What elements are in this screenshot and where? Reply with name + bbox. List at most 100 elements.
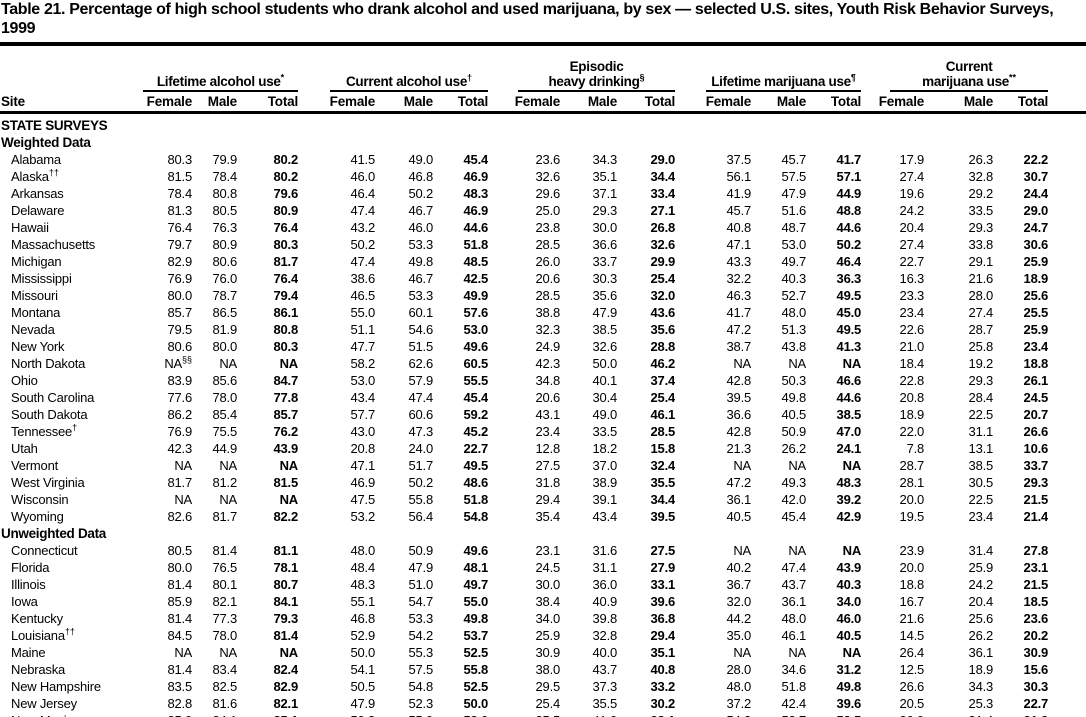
value-cell: 77.3	[212, 610, 237, 626]
value-cell: 85.9	[142, 712, 192, 717]
value-cell: 84.7	[273, 372, 298, 388]
value-cell: 80.8	[273, 321, 298, 337]
value-cell: 80.6	[212, 253, 237, 269]
value-cell: 56.4	[408, 508, 433, 524]
value-cell: 38.6	[350, 270, 375, 286]
value-cell: 76.9	[167, 423, 192, 439]
value-cell: 81.2	[212, 474, 237, 490]
data-table: Lifetime alcohol use* Current alcohol us…	[0, 46, 1086, 717]
value-cell: 85.9	[167, 593, 192, 609]
value-cell: 51.6	[781, 202, 807, 218]
group-header-current-alcohol: Current alcohol use†	[298, 46, 489, 92]
value-cell: 50.0	[592, 355, 618, 371]
value-cell: 32.8	[592, 627, 618, 643]
table-row: Wisconsin NA NA NA 47.5 55.8 51.8 29.4 39.1 34.4 3…	[0, 491, 1086, 508]
value-cell: 48.4	[350, 559, 375, 575]
value-cell: 82.5	[212, 678, 237, 694]
footnote-marker: †	[72, 422, 78, 433]
value-cell: 50.9	[781, 423, 807, 439]
value-cell: 84.5	[167, 627, 192, 643]
value-cell: 23.6	[1023, 610, 1049, 626]
value-cell: 19.2	[968, 355, 994, 371]
value-cell: 45.7	[781, 151, 807, 167]
site-cell: Delaware	[11, 202, 65, 218]
col-header-male: Male	[751, 92, 806, 114]
value-cell: 46.7	[408, 202, 433, 218]
value-cell: 39.1	[592, 491, 618, 507]
value-cell: NA	[733, 542, 752, 558]
value-cell: 13.1	[968, 440, 994, 456]
value-cell: 47.9	[408, 559, 433, 575]
site-cell: New York	[11, 338, 65, 354]
value-cell: 81.6	[212, 695, 237, 711]
site-cell: New Hampshire	[11, 678, 101, 694]
value-cell: 53.5	[806, 712, 862, 717]
value-cell: 49.8	[463, 610, 489, 626]
value-cell: 38.7	[726, 338, 752, 354]
value-cell: 46.4	[350, 185, 375, 201]
value-cell: 42.3	[167, 440, 192, 456]
value-cell: 25.5	[1023, 304, 1049, 320]
table-row: Utah 42.3 44.9 43.9 20.8 24.0 22.7 12.8 18.2 15.8…	[0, 440, 1086, 457]
value-cell: 45.4	[781, 508, 807, 524]
value-cell: 53.0	[433, 712, 489, 717]
value-cell: 76.3	[212, 219, 237, 235]
value-cell: 49.0	[408, 151, 433, 167]
value-cell: 15.6	[1023, 661, 1049, 677]
value-cell: 54.6	[408, 321, 433, 337]
value-cell: 81.5	[167, 168, 192, 184]
col-header-female: Female	[488, 92, 560, 114]
value-cell: 83.5	[167, 678, 192, 694]
value-cell: 53.3	[408, 287, 433, 303]
footnote-marker: ††	[64, 626, 75, 637]
value-cell: 22.8	[899, 372, 925, 388]
value-cell: NA	[174, 457, 192, 473]
section-header-row: Weighted Data	[0, 134, 1086, 151]
col-header-male: Male	[560, 92, 617, 114]
value-cell: 50.5	[350, 678, 375, 694]
value-cell: 50.2	[408, 185, 433, 201]
value-cell: 28.0	[968, 287, 994, 303]
col-header-total: Total	[617, 92, 675, 114]
value-cell: 31.4	[968, 542, 994, 558]
value-cell: 47.2	[726, 321, 752, 337]
section-header-row: STATE SURVEYS	[0, 112, 1086, 134]
value-cell: 23.4	[899, 304, 925, 320]
value-cell: 39.5	[726, 389, 752, 405]
right-margin-spacer	[1048, 457, 1086, 474]
table-row: Montana 85.7 86.5 86.1 55.0 60.1 57.6 38.8 47.9 4…	[0, 304, 1086, 321]
table-row: Wyoming 82.6 81.7 82.2 53.2 56.4 54.8 35.4 43.4 3…	[0, 508, 1086, 525]
value-cell: NA	[174, 644, 192, 660]
value-cell: NA	[733, 457, 752, 473]
value-cell: 35.0	[726, 627, 752, 643]
value-cell: 36.8	[650, 610, 676, 626]
value-cell: 79.6	[273, 185, 298, 201]
value-cell: 55.9	[375, 712, 433, 717]
value-cell: 14.5	[899, 627, 925, 643]
value-cell: 42.8	[726, 423, 752, 439]
right-margin-spacer	[1048, 46, 1086, 92]
col-header-total: Total	[433, 92, 488, 114]
value-cell: 21.4	[1023, 508, 1049, 524]
value-cell: 54.2	[675, 712, 752, 717]
table-row: Missouri 80.0 78.7 79.4 46.5 53.3 49.9 28.5 35.6…	[0, 287, 1086, 304]
value-cell: 28.1	[899, 474, 925, 490]
value-cell: 79.3	[273, 610, 298, 626]
value-cell: 52.9	[350, 627, 375, 643]
value-cell: 81.4	[167, 610, 192, 626]
right-margin-spacer	[1048, 406, 1086, 423]
site-cell: Alaska††	[11, 167, 59, 184]
value-cell: 40.8	[726, 219, 752, 235]
value-cell: 51.8	[463, 236, 489, 252]
value-cell: 25.0	[535, 202, 561, 218]
footnote-marker: ††	[48, 167, 59, 178]
value-cell: 33.8	[968, 236, 994, 252]
value-cell: 46.1	[781, 627, 807, 643]
value-cell: 76.4	[273, 219, 298, 235]
site-cell: Montana	[11, 304, 61, 320]
value-cell: 39.6	[836, 695, 862, 711]
value-cell: 30.0	[535, 576, 561, 592]
right-margin-spacer	[1048, 712, 1086, 717]
site-cell: Kentucky	[11, 610, 63, 626]
site-cell: New Mexico	[0, 712, 142, 717]
